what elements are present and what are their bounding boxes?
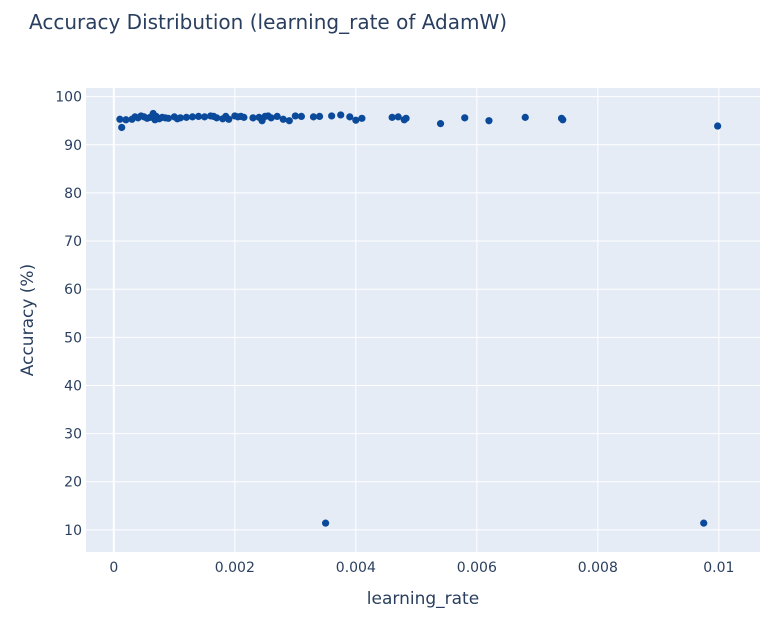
data-point: [176, 114, 184, 122]
data-point: [273, 112, 281, 120]
x-tick-label: 0.01: [703, 560, 734, 576]
data-points: [116, 109, 722, 527]
data-point: [337, 111, 345, 119]
x-axis-ticks: 0 0.002 0.004 0.006 0.008 0.01: [109, 560, 734, 576]
data-point: [213, 114, 221, 122]
data-point: [346, 113, 354, 121]
y-tick-label: 30: [64, 427, 82, 443]
y-tick-label: 90: [64, 138, 82, 154]
y-axis-label: Accuracy (%): [18, 264, 38, 376]
data-point: [315, 112, 324, 120]
data-point: [188, 113, 197, 121]
data-point: [328, 112, 336, 120]
x-tick-label: 0: [109, 560, 118, 576]
data-point: [352, 116, 360, 124]
data-point: [388, 113, 396, 121]
x-tick-label: 0.004: [336, 560, 376, 576]
x-tick-label: 0.008: [578, 560, 618, 576]
data-point: [240, 113, 248, 121]
y-tick-label: 70: [64, 234, 82, 250]
data-point: [461, 114, 469, 122]
data-point: [394, 113, 402, 121]
data-point: [291, 112, 299, 120]
x-axis-label: learning_rate: [367, 589, 479, 609]
plot-area: [86, 88, 760, 552]
data-point: [279, 115, 287, 123]
y-tick-label: 10: [64, 523, 82, 539]
y-tick-label: 100: [55, 90, 82, 106]
y-tick-label: 40: [64, 378, 82, 394]
data-point: [116, 115, 124, 123]
data-point: [700, 519, 708, 527]
data-point: [321, 519, 330, 527]
y-axis-ticks: 10 20 30 40 50 60 70 80 90 100: [55, 90, 82, 539]
y-tick-label: 50: [64, 330, 82, 346]
data-point: [285, 117, 293, 125]
data-point: [436, 120, 445, 128]
data-point: [164, 114, 172, 122]
data-point: [118, 123, 126, 132]
data-point: [559, 116, 567, 124]
data-point: [225, 115, 233, 123]
data-point: [485, 117, 493, 125]
data-point: [297, 112, 305, 120]
x-tick-label: 0.002: [215, 560, 255, 576]
grid-lines: [86, 88, 760, 552]
data-point: [122, 116, 130, 124]
data-point: [200, 113, 209, 121]
data-point: [714, 122, 722, 130]
data-point: [267, 114, 275, 122]
chart-title: Accuracy Distribution (learning_rate of …: [29, 10, 507, 34]
data-point: [521, 113, 529, 121]
x-tick-label: 0.006: [457, 560, 497, 576]
data-point: [358, 114, 366, 122]
data-point: [309, 113, 318, 121]
data-point: [402, 114, 410, 122]
data-point: [194, 112, 203, 120]
y-tick-label: 80: [64, 186, 82, 202]
y-tick-label: 20: [64, 475, 82, 491]
y-tick-label: 60: [64, 282, 82, 298]
data-point: [249, 114, 257, 122]
data-point: [182, 113, 191, 121]
